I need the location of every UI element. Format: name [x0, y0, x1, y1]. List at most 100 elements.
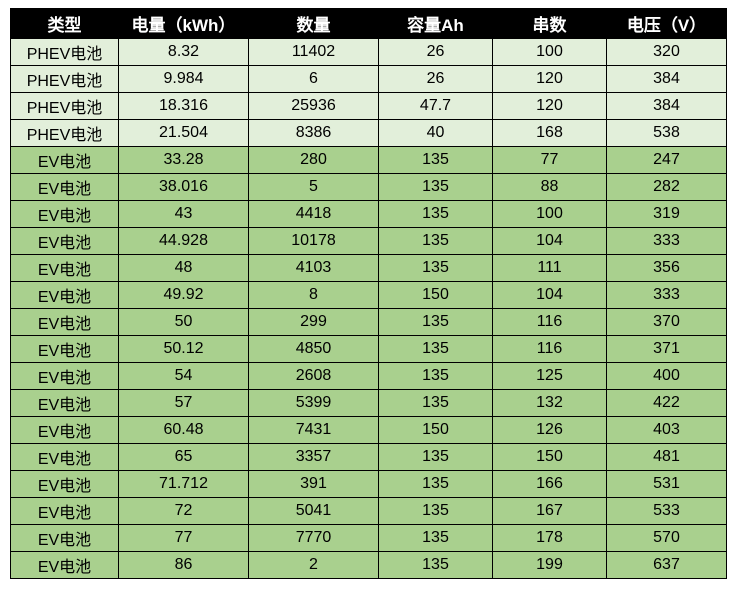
- cell-kwh: 43: [119, 201, 249, 228]
- cell-series: 166: [493, 471, 607, 498]
- cell-qty: 10178: [249, 228, 379, 255]
- cell-series: 88: [493, 174, 607, 201]
- table-row: EV电池434418135100319: [11, 201, 727, 228]
- cell-voltage: 384: [607, 66, 727, 93]
- cell-voltage: 319: [607, 201, 727, 228]
- cell-series: 116: [493, 336, 607, 363]
- cell-ah: 135: [379, 336, 493, 363]
- cell-kwh: 57: [119, 390, 249, 417]
- cell-voltage: 333: [607, 282, 727, 309]
- cell-ah: 150: [379, 417, 493, 444]
- cell-type: EV电池: [11, 282, 119, 309]
- cell-qty: 299: [249, 309, 379, 336]
- cell-voltage: 533: [607, 498, 727, 525]
- cell-qty: 4103: [249, 255, 379, 282]
- cell-qty: 280: [249, 147, 379, 174]
- table-row: EV电池38.016513588282: [11, 174, 727, 201]
- cell-type: EV电池: [11, 390, 119, 417]
- table-row: EV电池60.487431150126403: [11, 417, 727, 444]
- cell-voltage: 538: [607, 120, 727, 147]
- cell-type: EV电池: [11, 363, 119, 390]
- cell-ah: 135: [379, 498, 493, 525]
- cell-ah: 135: [379, 228, 493, 255]
- cell-kwh: 77: [119, 525, 249, 552]
- table-row: EV电池484103135111356: [11, 255, 727, 282]
- cell-series: 132: [493, 390, 607, 417]
- cell-ah: 135: [379, 255, 493, 282]
- cell-ah: 135: [379, 147, 493, 174]
- cell-type: EV电池: [11, 255, 119, 282]
- cell-series: 199: [493, 552, 607, 579]
- cell-qty: 3357: [249, 444, 379, 471]
- cell-kwh: 48: [119, 255, 249, 282]
- cell-kwh: 86: [119, 552, 249, 579]
- cell-voltage: 247: [607, 147, 727, 174]
- cell-type: EV电池: [11, 147, 119, 174]
- cell-kwh: 50: [119, 309, 249, 336]
- cell-ah: 26: [379, 66, 493, 93]
- table-body: PHEV电池8.321140226100320PHEV电池9.984626120…: [11, 39, 727, 579]
- cell-type: EV电池: [11, 444, 119, 471]
- table-row: EV电池862135199637: [11, 552, 727, 579]
- cell-type: EV电池: [11, 552, 119, 579]
- cell-ah: 135: [379, 363, 493, 390]
- header-ah: 容量Ah: [379, 9, 493, 39]
- cell-ah: 135: [379, 444, 493, 471]
- cell-ah: 135: [379, 201, 493, 228]
- cell-series: 167: [493, 498, 607, 525]
- cell-voltage: 384: [607, 93, 727, 120]
- table-row: PHEV电池8.321140226100320: [11, 39, 727, 66]
- cell-series: 104: [493, 282, 607, 309]
- cell-qty: 6: [249, 66, 379, 93]
- cell-qty: 7431: [249, 417, 379, 444]
- cell-series: 178: [493, 525, 607, 552]
- cell-qty: 8: [249, 282, 379, 309]
- cell-type: EV电池: [11, 228, 119, 255]
- cell-ah: 47.7: [379, 93, 493, 120]
- cell-series: 120: [493, 66, 607, 93]
- cell-qty: 5: [249, 174, 379, 201]
- cell-ah: 135: [379, 552, 493, 579]
- cell-type: EV电池: [11, 174, 119, 201]
- table-wrap: 类型 电量（kWh） 数量 容量Ah 串数 电压（V） PHEV电池8.3211…: [0, 0, 737, 587]
- cell-kwh: 65: [119, 444, 249, 471]
- cell-series: 104: [493, 228, 607, 255]
- cell-kwh: 18.316: [119, 93, 249, 120]
- cell-qty: 391: [249, 471, 379, 498]
- cell-type: EV电池: [11, 417, 119, 444]
- cell-series: 100: [493, 39, 607, 66]
- cell-qty: 2: [249, 552, 379, 579]
- cell-kwh: 71.712: [119, 471, 249, 498]
- cell-series: 168: [493, 120, 607, 147]
- cell-series: 100: [493, 201, 607, 228]
- cell-qty: 2608: [249, 363, 379, 390]
- table-row: PHEV电池18.3162593647.7120384: [11, 93, 727, 120]
- table-head: 类型 电量（kWh） 数量 容量Ah 串数 电压（V）: [11, 9, 727, 39]
- table-row: EV电池777770135178570: [11, 525, 727, 552]
- table-row: EV电池50.124850135116371: [11, 336, 727, 363]
- cell-type: PHEV电池: [11, 93, 119, 120]
- cell-qty: 5041: [249, 498, 379, 525]
- cell-voltage: 403: [607, 417, 727, 444]
- cell-type: EV电池: [11, 525, 119, 552]
- cell-kwh: 54: [119, 363, 249, 390]
- cell-series: 126: [493, 417, 607, 444]
- cell-voltage: 370: [607, 309, 727, 336]
- cell-voltage: 320: [607, 39, 727, 66]
- cell-type: EV电池: [11, 471, 119, 498]
- cell-ah: 135: [379, 309, 493, 336]
- cell-ah: 40: [379, 120, 493, 147]
- cell-ah: 135: [379, 525, 493, 552]
- cell-voltage: 481: [607, 444, 727, 471]
- cell-type: EV电池: [11, 201, 119, 228]
- cell-kwh: 49.92: [119, 282, 249, 309]
- cell-type: PHEV电池: [11, 39, 119, 66]
- cell-series: 125: [493, 363, 607, 390]
- cell-series: 111: [493, 255, 607, 282]
- cell-qty: 5399: [249, 390, 379, 417]
- cell-ah: 150: [379, 282, 493, 309]
- cell-ah: 135: [379, 174, 493, 201]
- cell-series: 116: [493, 309, 607, 336]
- table-row: EV电池575399135132422: [11, 390, 727, 417]
- cell-voltage: 570: [607, 525, 727, 552]
